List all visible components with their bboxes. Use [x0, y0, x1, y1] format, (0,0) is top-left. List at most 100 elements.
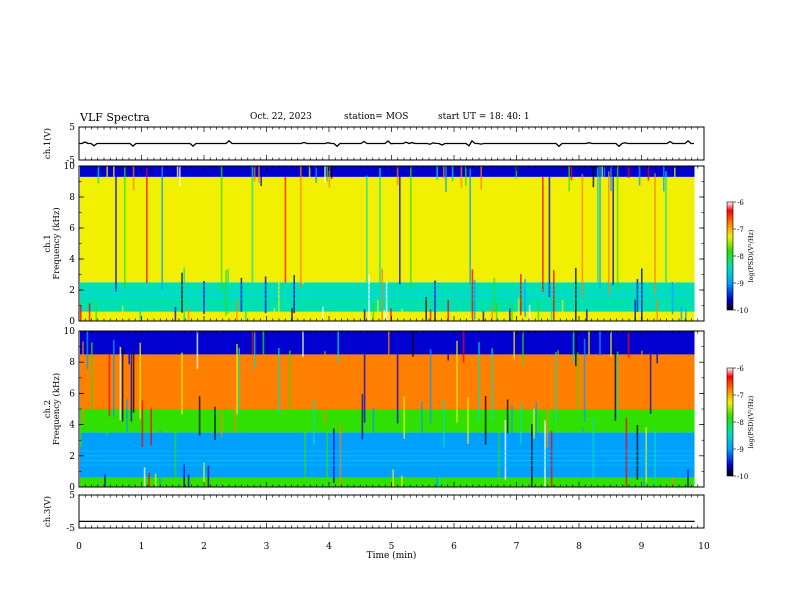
- y-axis-label: ch.1(V): [42, 128, 53, 159]
- spectrum-streak: [654, 173, 656, 295]
- spectrum-streak: [273, 307, 276, 321]
- spectrum-streak: [493, 277, 496, 313]
- spectrum-streak: [425, 297, 427, 321]
- y-tick-label: 6: [69, 224, 75, 234]
- spectrum-streak: [148, 472, 150, 487]
- spectrogram-ch1: [80, 166, 703, 321]
- spectrum-streak: [128, 331, 130, 365]
- spectrum-streak: [220, 166, 223, 293]
- y-tick-label: 4: [69, 421, 75, 431]
- y-tick-label: 0: [69, 483, 75, 493]
- spectrum-streak: [91, 342, 93, 417]
- spectrum-streak: [575, 331, 577, 367]
- spectrum-streak: [612, 166, 614, 286]
- spectrum-streak: [176, 166, 179, 177]
- spectrum-streak: [161, 166, 163, 290]
- spectrum-streak: [636, 279, 639, 312]
- spectrum-streak: [183, 463, 185, 487]
- spectrum-streak: [636, 425, 639, 480]
- spectrum-streak: [680, 306, 683, 321]
- colorbar-tick-label: -9: [737, 280, 744, 288]
- spectrum-streak: [139, 307, 141, 321]
- spectrogram-ch2: [80, 331, 703, 487]
- spectrum-streak: [491, 348, 493, 422]
- y-tick-label: 2: [69, 452, 75, 462]
- colorbar-label: log(PSD)(V²/Hz): [747, 229, 755, 282]
- spectrum-streak: [517, 298, 520, 321]
- spectrum-streak: [126, 399, 128, 445]
- spectrum-streak: [577, 352, 579, 424]
- spectrum-streak: [300, 166, 302, 287]
- spectrum-streak: [106, 406, 108, 436]
- spectrum-streak: [645, 426, 647, 483]
- spectrum-streak: [663, 166, 665, 192]
- spectrum-streak: [363, 309, 366, 321]
- spectrum-streak: [528, 305, 531, 321]
- spectrum-streak: [260, 166, 262, 186]
- spectrum-streak: [179, 166, 181, 186]
- spectrum-streak: [513, 331, 515, 360]
- spectrum-streak: [421, 401, 423, 438]
- spectrum-streak: [572, 331, 575, 363]
- spectrum-streak: [592, 417, 595, 481]
- colorbar-tick-label: -10: [737, 473, 748, 481]
- spectrum-streak: [597, 166, 599, 291]
- spectrum-streak: [304, 426, 306, 487]
- colorbar-tick-label: -8: [737, 419, 744, 427]
- colorbar-tick-label: -7: [737, 226, 744, 234]
- spectrum-streak: [509, 308, 511, 321]
- spectrum-streak: [429, 309, 432, 321]
- spectrum-streak: [383, 310, 386, 321]
- spectrum-streak: [671, 282, 674, 315]
- spectrum-streak: [289, 350, 291, 422]
- spectrum-streak: [687, 469, 689, 487]
- spectrum-streak: [388, 331, 390, 355]
- spectrum-streak: [399, 174, 401, 285]
- spectrum-streak: [614, 349, 617, 421]
- x-tick-label: 5: [389, 542, 395, 552]
- spectrum-streak: [132, 352, 135, 413]
- spectrum-streak: [586, 309, 588, 321]
- spectrum-band: [80, 166, 695, 177]
- spectrum-streak: [181, 272, 183, 313]
- y-tick-label: 6: [69, 389, 75, 399]
- spectrum-streak: [113, 166, 115, 182]
- spectrum-streak: [412, 331, 414, 357]
- spectrum-streak: [372, 407, 375, 443]
- spectrum-streak: [654, 427, 656, 487]
- spectrum-streak: [592, 166, 595, 188]
- spectrum-streak: [656, 331, 658, 364]
- spectrum-streak: [460, 166, 463, 188]
- no-data-gap: [694, 167, 703, 320]
- spectrum-streak: [447, 300, 449, 321]
- spectrum-streak: [139, 342, 141, 420]
- spectrum-streak: [97, 166, 100, 184]
- spectrum-streak: [80, 305, 82, 321]
- spectrum-streak: [550, 430, 553, 487]
- spectrum-streak: [368, 274, 370, 321]
- spectrum-streak: [361, 393, 364, 440]
- spectrum-streak: [649, 338, 652, 414]
- spectrum-streak: [253, 331, 256, 369]
- spectrum-streak: [315, 166, 317, 183]
- y-tick-label: 10: [64, 327, 76, 337]
- spectrum-streak: [627, 166, 630, 178]
- spectrum-streak: [429, 349, 432, 424]
- spectrum-streak: [625, 417, 628, 487]
- spectrum-streak: [251, 331, 254, 355]
- y-tick-label: 10: [64, 162, 76, 172]
- spectrum-streak: [236, 343, 238, 415]
- spectrum-streak: [113, 339, 115, 417]
- x-axis-label: Time (min): [367, 550, 417, 561]
- spectrum-streak: [396, 344, 399, 424]
- spectrum-streak: [537, 301, 540, 321]
- colorbar-tick-label: -7: [737, 392, 744, 400]
- spectrum-streak: [326, 425, 328, 480]
- spectrum-streak: [385, 281, 388, 321]
- start-time-label: start UT = 18: 40: 1: [438, 112, 530, 122]
- spectrum-streak: [504, 420, 507, 481]
- figure-title: VLF Spectra: [80, 111, 150, 124]
- spectrum-streak: [671, 477, 674, 487]
- spectrum-streak: [313, 400, 315, 445]
- spectrum-streak: [390, 308, 392, 321]
